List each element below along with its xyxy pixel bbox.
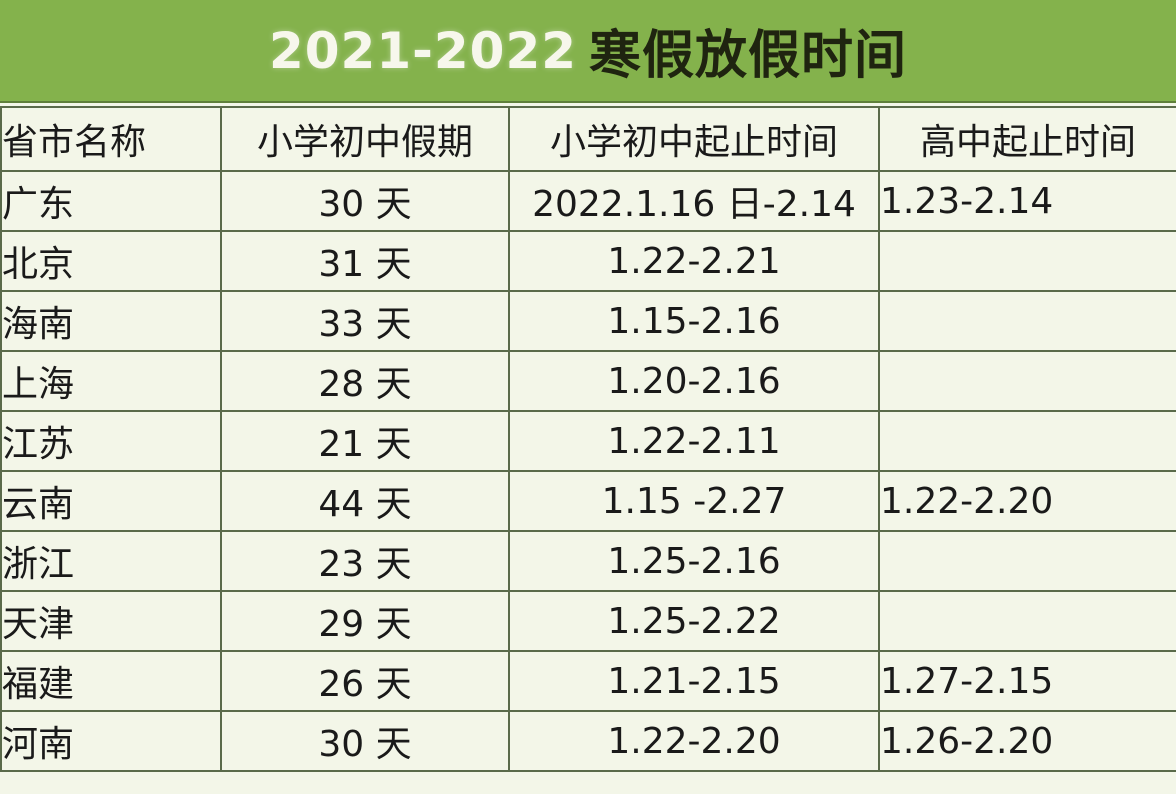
primary-range-cell: 1.15 -2.27 bbox=[508, 470, 880, 532]
table-row: 北京 31 天 1.22-2.21 bbox=[0, 230, 1176, 292]
primary-range-cell: 1.25-2.22 bbox=[508, 590, 880, 652]
days-cell: 33 天 bbox=[220, 290, 510, 352]
high-range-cell: 1.23-2.14 bbox=[878, 170, 1176, 232]
high-range-cell bbox=[878, 290, 1176, 352]
header-province: 省市名称 bbox=[0, 106, 222, 172]
primary-range-cell: 1.22-2.20 bbox=[508, 710, 880, 772]
high-range-cell bbox=[878, 350, 1176, 412]
primary-range-cell: 1.21-2.15 bbox=[508, 650, 880, 712]
primary-range-cell: 1.15-2.16 bbox=[508, 290, 880, 352]
high-range-cell: 1.26-2.20 bbox=[878, 710, 1176, 772]
header-days: 小学初中假期 bbox=[220, 106, 510, 172]
province-cell: 海南 bbox=[0, 290, 222, 352]
table-row: 云南 44 天 1.15 -2.27 1.22-2.20 bbox=[0, 470, 1176, 532]
days-cell: 26 天 bbox=[220, 650, 510, 712]
days-cell: 30 天 bbox=[220, 170, 510, 232]
primary-range-cell: 1.22-2.11 bbox=[508, 410, 880, 472]
province-cell: 云南 bbox=[0, 470, 222, 532]
table-row: 天津 29 天 1.25-2.22 bbox=[0, 590, 1176, 652]
high-range-cell bbox=[878, 410, 1176, 472]
table-row: 上海 28 天 1.20-2.16 bbox=[0, 350, 1176, 412]
table-row: 广东 30 天 2022.1.16 日-2.14 1.23-2.14 bbox=[0, 170, 1176, 232]
days-cell: 21 天 bbox=[220, 410, 510, 472]
days-cell: 31 天 bbox=[220, 230, 510, 292]
province-cell: 上海 bbox=[0, 350, 222, 412]
primary-range-cell: 1.20-2.16 bbox=[508, 350, 880, 412]
table-row: 河南 30 天 1.22-2.20 1.26-2.20 bbox=[0, 710, 1176, 772]
days-cell: 23 天 bbox=[220, 530, 510, 592]
days-cell: 30 天 bbox=[220, 710, 510, 772]
header-primary-range: 小学初中起止时间 bbox=[508, 106, 880, 172]
high-range-cell: 1.22-2.20 bbox=[878, 470, 1176, 532]
table-row: 福建 26 天 1.21-2.15 1.27-2.15 bbox=[0, 650, 1176, 712]
province-cell: 天津 bbox=[0, 590, 222, 652]
province-cell: 北京 bbox=[0, 230, 222, 292]
holiday-table: 省市名称 小学初中假期 小学初中起止时间 高中起止时间 广东 30 天 2022… bbox=[0, 106, 1176, 772]
province-cell: 广东 bbox=[0, 170, 222, 232]
table-row: 海南 33 天 1.15-2.16 bbox=[0, 290, 1176, 352]
primary-range-cell: 2022.1.16 日-2.14 bbox=[508, 170, 880, 232]
title-bar: 2021-2022 寒假放假时间 bbox=[0, 0, 1176, 103]
table-row: 江苏 21 天 1.22-2.11 bbox=[0, 410, 1176, 472]
title-year: 2021-2022 bbox=[268, 21, 578, 80]
primary-range-cell: 1.22-2.21 bbox=[508, 230, 880, 292]
primary-range-cell: 1.25-2.16 bbox=[508, 530, 880, 592]
days-cell: 44 天 bbox=[220, 470, 510, 532]
header-high-range: 高中起止时间 bbox=[878, 106, 1176, 172]
high-range-cell bbox=[878, 590, 1176, 652]
days-cell: 29 天 bbox=[220, 590, 510, 652]
high-range-cell: 1.27-2.15 bbox=[878, 650, 1176, 712]
province-cell: 浙江 bbox=[0, 530, 222, 592]
province-cell: 福建 bbox=[0, 650, 222, 712]
province-cell: 江苏 bbox=[0, 410, 222, 472]
province-cell: 河南 bbox=[0, 710, 222, 772]
high-range-cell bbox=[878, 230, 1176, 292]
header-row: 省市名称 小学初中假期 小学初中起止时间 高中起止时间 bbox=[0, 106, 1176, 172]
table-row: 浙江 23 天 1.25-2.16 bbox=[0, 530, 1176, 592]
days-cell: 28 天 bbox=[220, 350, 510, 412]
title-text: 寒假放假时间 bbox=[589, 26, 908, 86]
high-range-cell bbox=[878, 530, 1176, 592]
